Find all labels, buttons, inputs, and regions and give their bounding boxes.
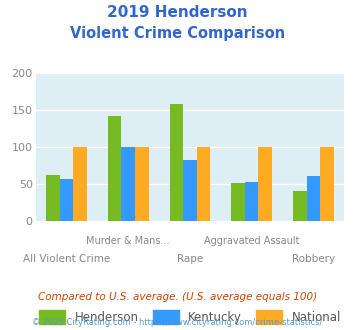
Text: Compared to U.S. average. (U.S. average equals 100): Compared to U.S. average. (U.S. average …	[38, 292, 317, 302]
Bar	[60, 179, 73, 221]
Bar	[293, 191, 307, 221]
Bar	[231, 183, 245, 221]
Bar	[320, 147, 334, 221]
Bar	[170, 104, 183, 221]
Text: Robbery: Robbery	[292, 254, 335, 264]
Text: Rape: Rape	[177, 254, 203, 264]
Bar	[183, 160, 197, 221]
Bar	[258, 147, 272, 221]
Bar	[121, 147, 135, 221]
Bar	[307, 176, 320, 221]
Bar	[73, 147, 87, 221]
Bar	[108, 116, 121, 221]
Legend: Henderson, Kentucky, National: Henderson, Kentucky, National	[33, 304, 347, 330]
Text: 2019 Henderson: 2019 Henderson	[107, 5, 248, 20]
Bar	[245, 182, 258, 221]
Text: Murder & Mans...: Murder & Mans...	[86, 236, 170, 246]
Text: All Violent Crime: All Violent Crime	[23, 254, 110, 264]
Bar	[46, 175, 60, 221]
Bar	[135, 147, 148, 221]
Text: Violent Crime Comparison: Violent Crime Comparison	[70, 26, 285, 41]
Text: Aggravated Assault: Aggravated Assault	[204, 236, 300, 246]
Text: © 2025 CityRating.com - https://www.cityrating.com/crime-statistics/: © 2025 CityRating.com - https://www.city…	[32, 318, 323, 327]
Bar	[197, 147, 210, 221]
